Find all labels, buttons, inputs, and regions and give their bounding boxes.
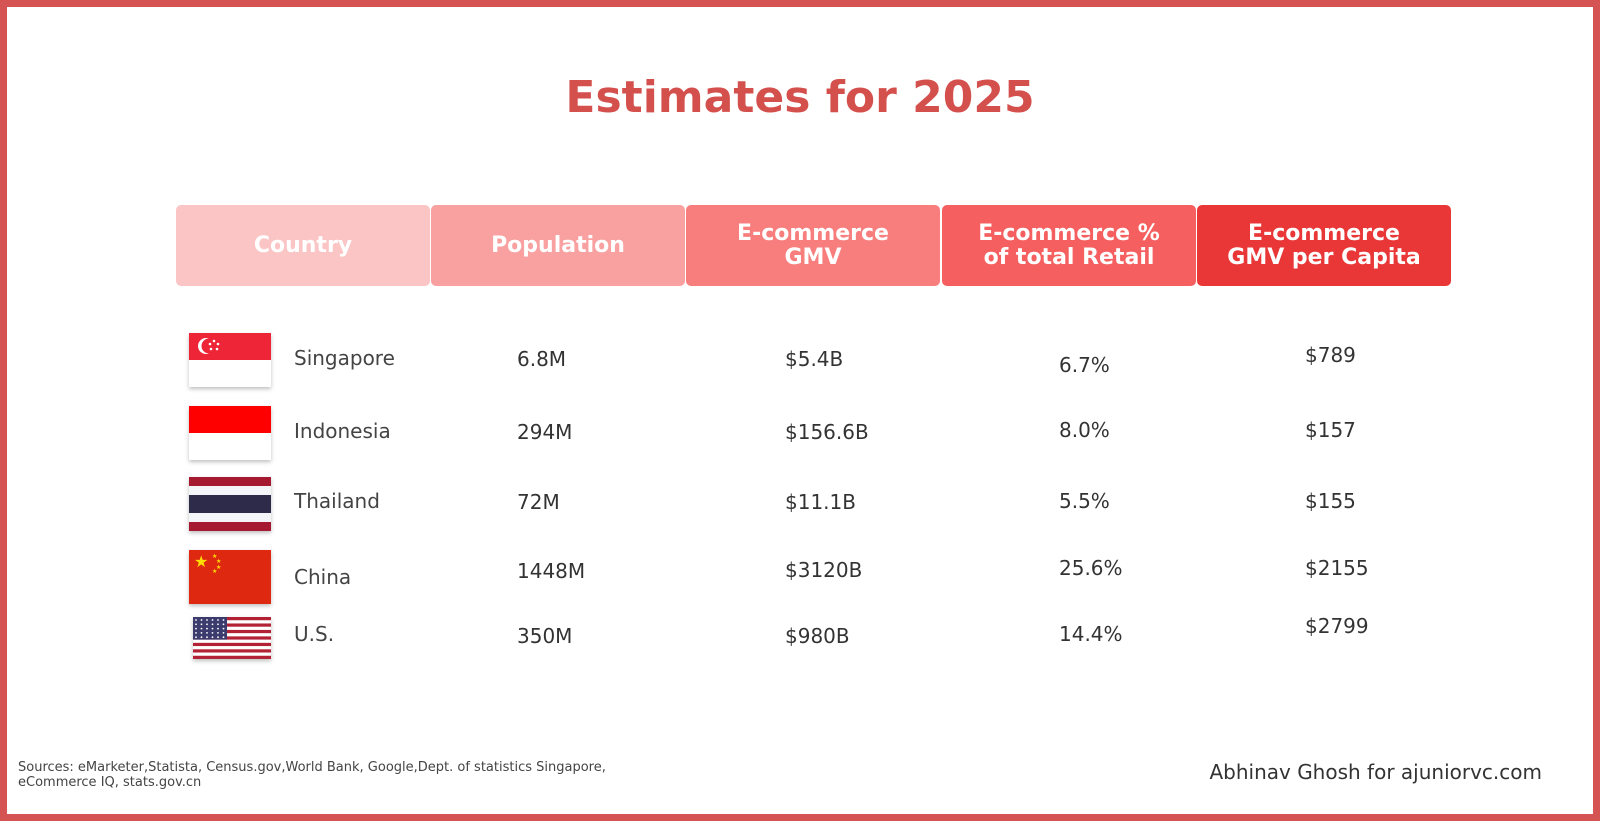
- cell-per-capita: $157: [1305, 418, 1356, 442]
- cell-per-capita: $2155: [1305, 556, 1369, 580]
- china-flag-icon: ★ ★ ★ ★ ★: [189, 550, 271, 604]
- cell-country: Singapore: [294, 346, 395, 370]
- cell-pct: 5.5%: [1059, 489, 1110, 513]
- cell-gmv: $5.4B: [785, 347, 844, 371]
- page-title: Estimates for 2025: [565, 72, 1035, 123]
- svg-text:★: ★: [216, 564, 221, 571]
- column-header: Country: [176, 205, 430, 286]
- svg-text:★: ★: [212, 568, 217, 575]
- column-header: E-commerce GMV: [686, 205, 940, 286]
- infographic-frame: [7, 7, 1593, 814]
- column-header: E-commerce % of total Retail: [942, 205, 1196, 286]
- cell-pct: 8.0%: [1059, 418, 1110, 442]
- credit: Abhinav Ghosh for ajuniorvc.com: [1209, 760, 1542, 784]
- singapore-flag-icon: [189, 333, 271, 387]
- cell-per-capita: $2799: [1305, 614, 1369, 638]
- column-header: E-commerce GMV per Capita: [1197, 205, 1451, 286]
- cell-population: 72M: [517, 490, 560, 514]
- svg-text:★: ★: [194, 552, 208, 571]
- cell-gmv: $11.1B: [785, 490, 856, 514]
- cell-country: Indonesia: [294, 419, 391, 443]
- cell-pct: 25.6%: [1059, 556, 1123, 580]
- cell-country: U.S.: [294, 622, 335, 646]
- cell-pct: 6.7%: [1059, 353, 1110, 377]
- cell-per-capita: $789: [1305, 343, 1356, 367]
- us-flag-icon: [193, 617, 271, 659]
- indonesia-flag-icon: [189, 406, 271, 460]
- cell-population: 350M: [517, 624, 573, 648]
- cell-population: 1448M: [517, 559, 586, 583]
- cell-gmv: $980B: [785, 624, 850, 648]
- cell-country: China: [294, 565, 352, 589]
- cell-gmv: $156.6B: [785, 420, 869, 444]
- svg-text:★: ★: [216, 558, 221, 565]
- cell-population: 6.8M: [517, 347, 567, 371]
- sources-note: Sources: eMarketer,Statista, Census.gov,…: [18, 760, 606, 790]
- cell-gmv: $3120B: [785, 558, 863, 582]
- cell-pct: 14.4%: [1059, 622, 1123, 646]
- thailand-flag-icon: [189, 477, 271, 531]
- column-header: Population: [431, 205, 685, 286]
- cell-country: Thailand: [294, 489, 380, 513]
- cell-per-capita: $155: [1305, 489, 1356, 513]
- svg-text:★: ★: [212, 553, 217, 560]
- cell-population: 294M: [517, 420, 573, 444]
